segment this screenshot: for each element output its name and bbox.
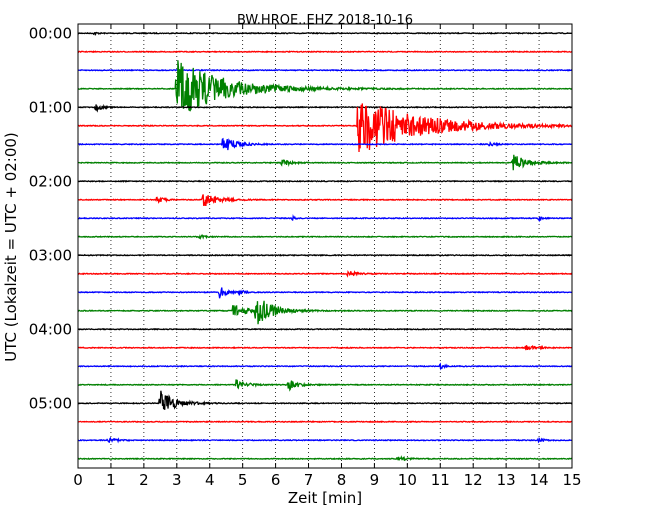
y-tick-label: 04:00 <box>29 320 72 338</box>
trace-row-2 <box>77 68 573 72</box>
trace-row-23 <box>77 455 573 462</box>
y-tick-label: 05:00 <box>29 394 72 412</box>
trace-row-11 <box>77 234 573 240</box>
x-tick-label: 15 <box>562 471 581 489</box>
x-axis-label: Zeit [min] <box>288 489 362 507</box>
trace-row-7 <box>77 154 573 171</box>
x-tick-label: 10 <box>398 471 417 489</box>
x-tick-label: 13 <box>497 471 516 489</box>
x-tick-label: 11 <box>431 471 450 489</box>
x-tick-label: 8 <box>337 471 347 489</box>
trace-row-8 <box>77 179 573 183</box>
trace-row-20 <box>77 390 573 410</box>
trace-row-12 <box>77 253 573 257</box>
x-tick-labels: 0 1 2 3 4 5 6 7 8 9 10 11 12 13 14 15 <box>73 471 581 489</box>
trace-row-9 <box>77 194 573 207</box>
trace-row-15 <box>77 300 573 325</box>
trace-row-14 <box>77 287 573 299</box>
x-tick-label: 0 <box>73 471 83 489</box>
trace-row-16 <box>77 327 573 331</box>
trace-row-17 <box>77 345 573 351</box>
x-tick-label: 1 <box>106 471 116 489</box>
trace-row-3 <box>77 60 573 112</box>
x-tick-label: 6 <box>271 471 281 489</box>
x-tick-label: 5 <box>238 471 248 489</box>
trace-row-21 <box>77 420 573 424</box>
x-gridlines <box>110 24 540 468</box>
trace-row-10 <box>77 214 573 223</box>
seismic-traces <box>77 31 573 462</box>
y-tick-labels: 00:00 01:00 02:00 03:00 04:00 05:00 <box>29 24 72 412</box>
y-tick-label: 00:00 <box>29 24 72 42</box>
trace-row-5 <box>77 103 573 153</box>
y-tick-label: 01:00 <box>29 98 72 116</box>
plot-frame <box>77 23 573 469</box>
trace-row-1 <box>77 50 573 54</box>
trace-row-13 <box>77 269 573 278</box>
y-axis-label: UTC (Lokalzeit = UTC + 02:00) <box>2 132 20 362</box>
chart-title: BW.HROE..EHZ 2018-10-16 <box>237 13 413 28</box>
trace-row-22 <box>77 436 573 444</box>
axis-ticks <box>77 24 573 468</box>
trace-row-0 <box>77 31 573 36</box>
x-tick-label: 2 <box>139 471 149 489</box>
x-tick-label: 4 <box>205 471 215 489</box>
trace-row-18 <box>77 362 573 371</box>
x-tick-label: 7 <box>304 471 314 489</box>
y-tick-label: 03:00 <box>29 246 72 264</box>
x-tick-label: 3 <box>172 471 182 489</box>
trace-row-6 <box>77 137 573 151</box>
x-tick-label: 14 <box>530 471 549 489</box>
trace-row-4 <box>77 103 573 113</box>
x-tick-label: 12 <box>464 471 483 489</box>
y-tick-label: 02:00 <box>29 172 72 190</box>
x-tick-label: 9 <box>370 471 380 489</box>
trace-row-19 <box>77 379 573 392</box>
